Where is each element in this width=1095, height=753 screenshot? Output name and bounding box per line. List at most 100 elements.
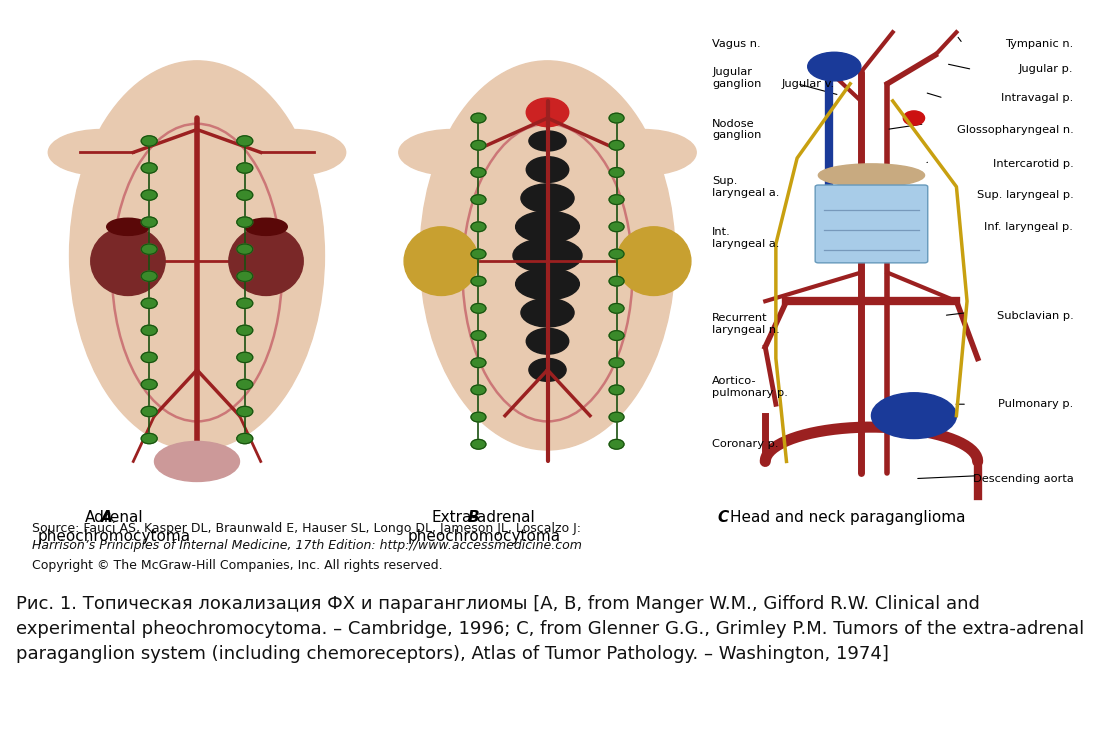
Ellipse shape	[141, 434, 158, 444]
Ellipse shape	[141, 163, 158, 173]
Ellipse shape	[609, 195, 624, 205]
Ellipse shape	[609, 331, 624, 340]
Ellipse shape	[399, 130, 505, 175]
Ellipse shape	[471, 358, 486, 367]
Text: Recurrent
laryngeal n.: Recurrent laryngeal n.	[712, 313, 780, 335]
Ellipse shape	[237, 136, 253, 146]
Ellipse shape	[471, 331, 486, 340]
Text: Source: Fauci AS, Kasper DL, Braunwald E, Hauser SL, Longo DL, Jameson JL, Losca: Source: Fauci AS, Kasper DL, Braunwald E…	[33, 522, 581, 535]
Ellipse shape	[154, 441, 240, 481]
Ellipse shape	[237, 217, 253, 227]
Text: B: B	[468, 510, 480, 525]
Ellipse shape	[609, 140, 624, 150]
Ellipse shape	[141, 217, 158, 227]
Ellipse shape	[237, 298, 253, 309]
Ellipse shape	[141, 136, 158, 146]
Text: C: C	[717, 510, 728, 525]
Text: Adrenal
pheochromocytoma: Adrenal pheochromocytoma	[37, 510, 191, 544]
Text: Extra-adrenal
pheochromocytoma: Extra-adrenal pheochromocytoma	[407, 510, 561, 544]
Text: Subclavian p.: Subclavian p.	[996, 310, 1073, 321]
Text: Sup.
laryngeal a.: Sup. laryngeal a.	[712, 176, 780, 197]
Ellipse shape	[516, 211, 579, 242]
Ellipse shape	[471, 440, 486, 449]
Ellipse shape	[903, 111, 924, 125]
Text: Jugular
ganglion: Jugular ganglion	[712, 67, 761, 89]
Ellipse shape	[420, 61, 675, 450]
Ellipse shape	[818, 164, 924, 187]
Text: Harrison’s Principles of Internal Medicine, 17th Edition: http://www.accessmedic: Harrison’s Principles of Internal Medici…	[33, 538, 583, 552]
Text: Nodose
ganglion: Nodose ganglion	[712, 119, 761, 140]
FancyBboxPatch shape	[707, 32, 1073, 508]
Ellipse shape	[237, 352, 253, 362]
Ellipse shape	[404, 227, 479, 295]
Ellipse shape	[609, 303, 624, 313]
Ellipse shape	[609, 358, 624, 367]
Text: Head and neck paraganglioma: Head and neck paraganglioma	[730, 510, 966, 525]
Text: Inf. laryngeal p.: Inf. laryngeal p.	[984, 222, 1073, 232]
Ellipse shape	[240, 130, 346, 175]
Ellipse shape	[70, 61, 324, 450]
Text: Рис. 1. Топическая локализация ФХ и параганглиомы [А, В, from Manger W.M., Giffo: Рис. 1. Топическая локализация ФХ и пара…	[16, 595, 1085, 663]
Ellipse shape	[471, 276, 486, 286]
Ellipse shape	[471, 140, 486, 150]
Ellipse shape	[141, 244, 158, 255]
Ellipse shape	[141, 407, 158, 416]
Ellipse shape	[609, 412, 624, 422]
Ellipse shape	[141, 325, 158, 336]
Ellipse shape	[527, 328, 568, 354]
Ellipse shape	[471, 385, 486, 395]
Text: A: A	[102, 510, 113, 525]
Ellipse shape	[609, 440, 624, 449]
FancyBboxPatch shape	[165, 93, 229, 144]
Ellipse shape	[237, 407, 253, 416]
Ellipse shape	[609, 168, 624, 177]
FancyBboxPatch shape	[516, 93, 579, 144]
Text: Vagus n.: Vagus n.	[712, 38, 761, 49]
Ellipse shape	[471, 303, 486, 313]
Text: Tympanic n.: Tympanic n.	[1005, 38, 1073, 49]
Ellipse shape	[237, 163, 253, 173]
Text: Pulmonary p.: Pulmonary p.	[998, 399, 1073, 409]
Ellipse shape	[471, 113, 486, 123]
Ellipse shape	[237, 244, 253, 255]
Ellipse shape	[590, 130, 696, 175]
Ellipse shape	[609, 276, 624, 286]
Ellipse shape	[229, 227, 303, 295]
Ellipse shape	[141, 298, 158, 309]
Text: Jugular p.: Jugular p.	[1018, 65, 1073, 75]
Ellipse shape	[237, 434, 253, 444]
Text: Copyright © The McGraw-Hill Companies, Inc. All rights reserved.: Copyright © The McGraw-Hill Companies, I…	[33, 559, 443, 572]
Ellipse shape	[609, 113, 624, 123]
Text: Descending aorta: Descending aorta	[972, 474, 1073, 483]
Ellipse shape	[529, 131, 566, 151]
Text: Glossopharyngeal n.: Glossopharyngeal n.	[957, 124, 1073, 135]
Ellipse shape	[471, 412, 486, 422]
Text: Jugular v.: Jugular v.	[781, 79, 834, 89]
Text: Intravagal p.: Intravagal p.	[1001, 93, 1073, 103]
Text: Coronary p.: Coronary p.	[712, 439, 779, 450]
Ellipse shape	[808, 52, 861, 81]
Ellipse shape	[245, 218, 287, 236]
Ellipse shape	[106, 218, 149, 236]
Ellipse shape	[237, 271, 253, 282]
FancyBboxPatch shape	[815, 185, 927, 263]
Ellipse shape	[529, 358, 566, 381]
Ellipse shape	[872, 393, 956, 438]
Ellipse shape	[141, 190, 158, 200]
Ellipse shape	[512, 238, 583, 273]
Text: Aortico-
pulmonary p.: Aortico- pulmonary p.	[712, 376, 788, 398]
Ellipse shape	[141, 352, 158, 362]
Ellipse shape	[521, 298, 574, 327]
Ellipse shape	[471, 222, 486, 232]
Ellipse shape	[91, 227, 165, 295]
Ellipse shape	[141, 380, 158, 389]
Ellipse shape	[141, 271, 158, 282]
Ellipse shape	[471, 249, 486, 259]
Ellipse shape	[471, 168, 486, 177]
Ellipse shape	[521, 184, 574, 212]
Ellipse shape	[609, 222, 624, 232]
Ellipse shape	[616, 227, 691, 295]
Ellipse shape	[237, 380, 253, 389]
Ellipse shape	[527, 98, 568, 127]
Ellipse shape	[237, 325, 253, 336]
